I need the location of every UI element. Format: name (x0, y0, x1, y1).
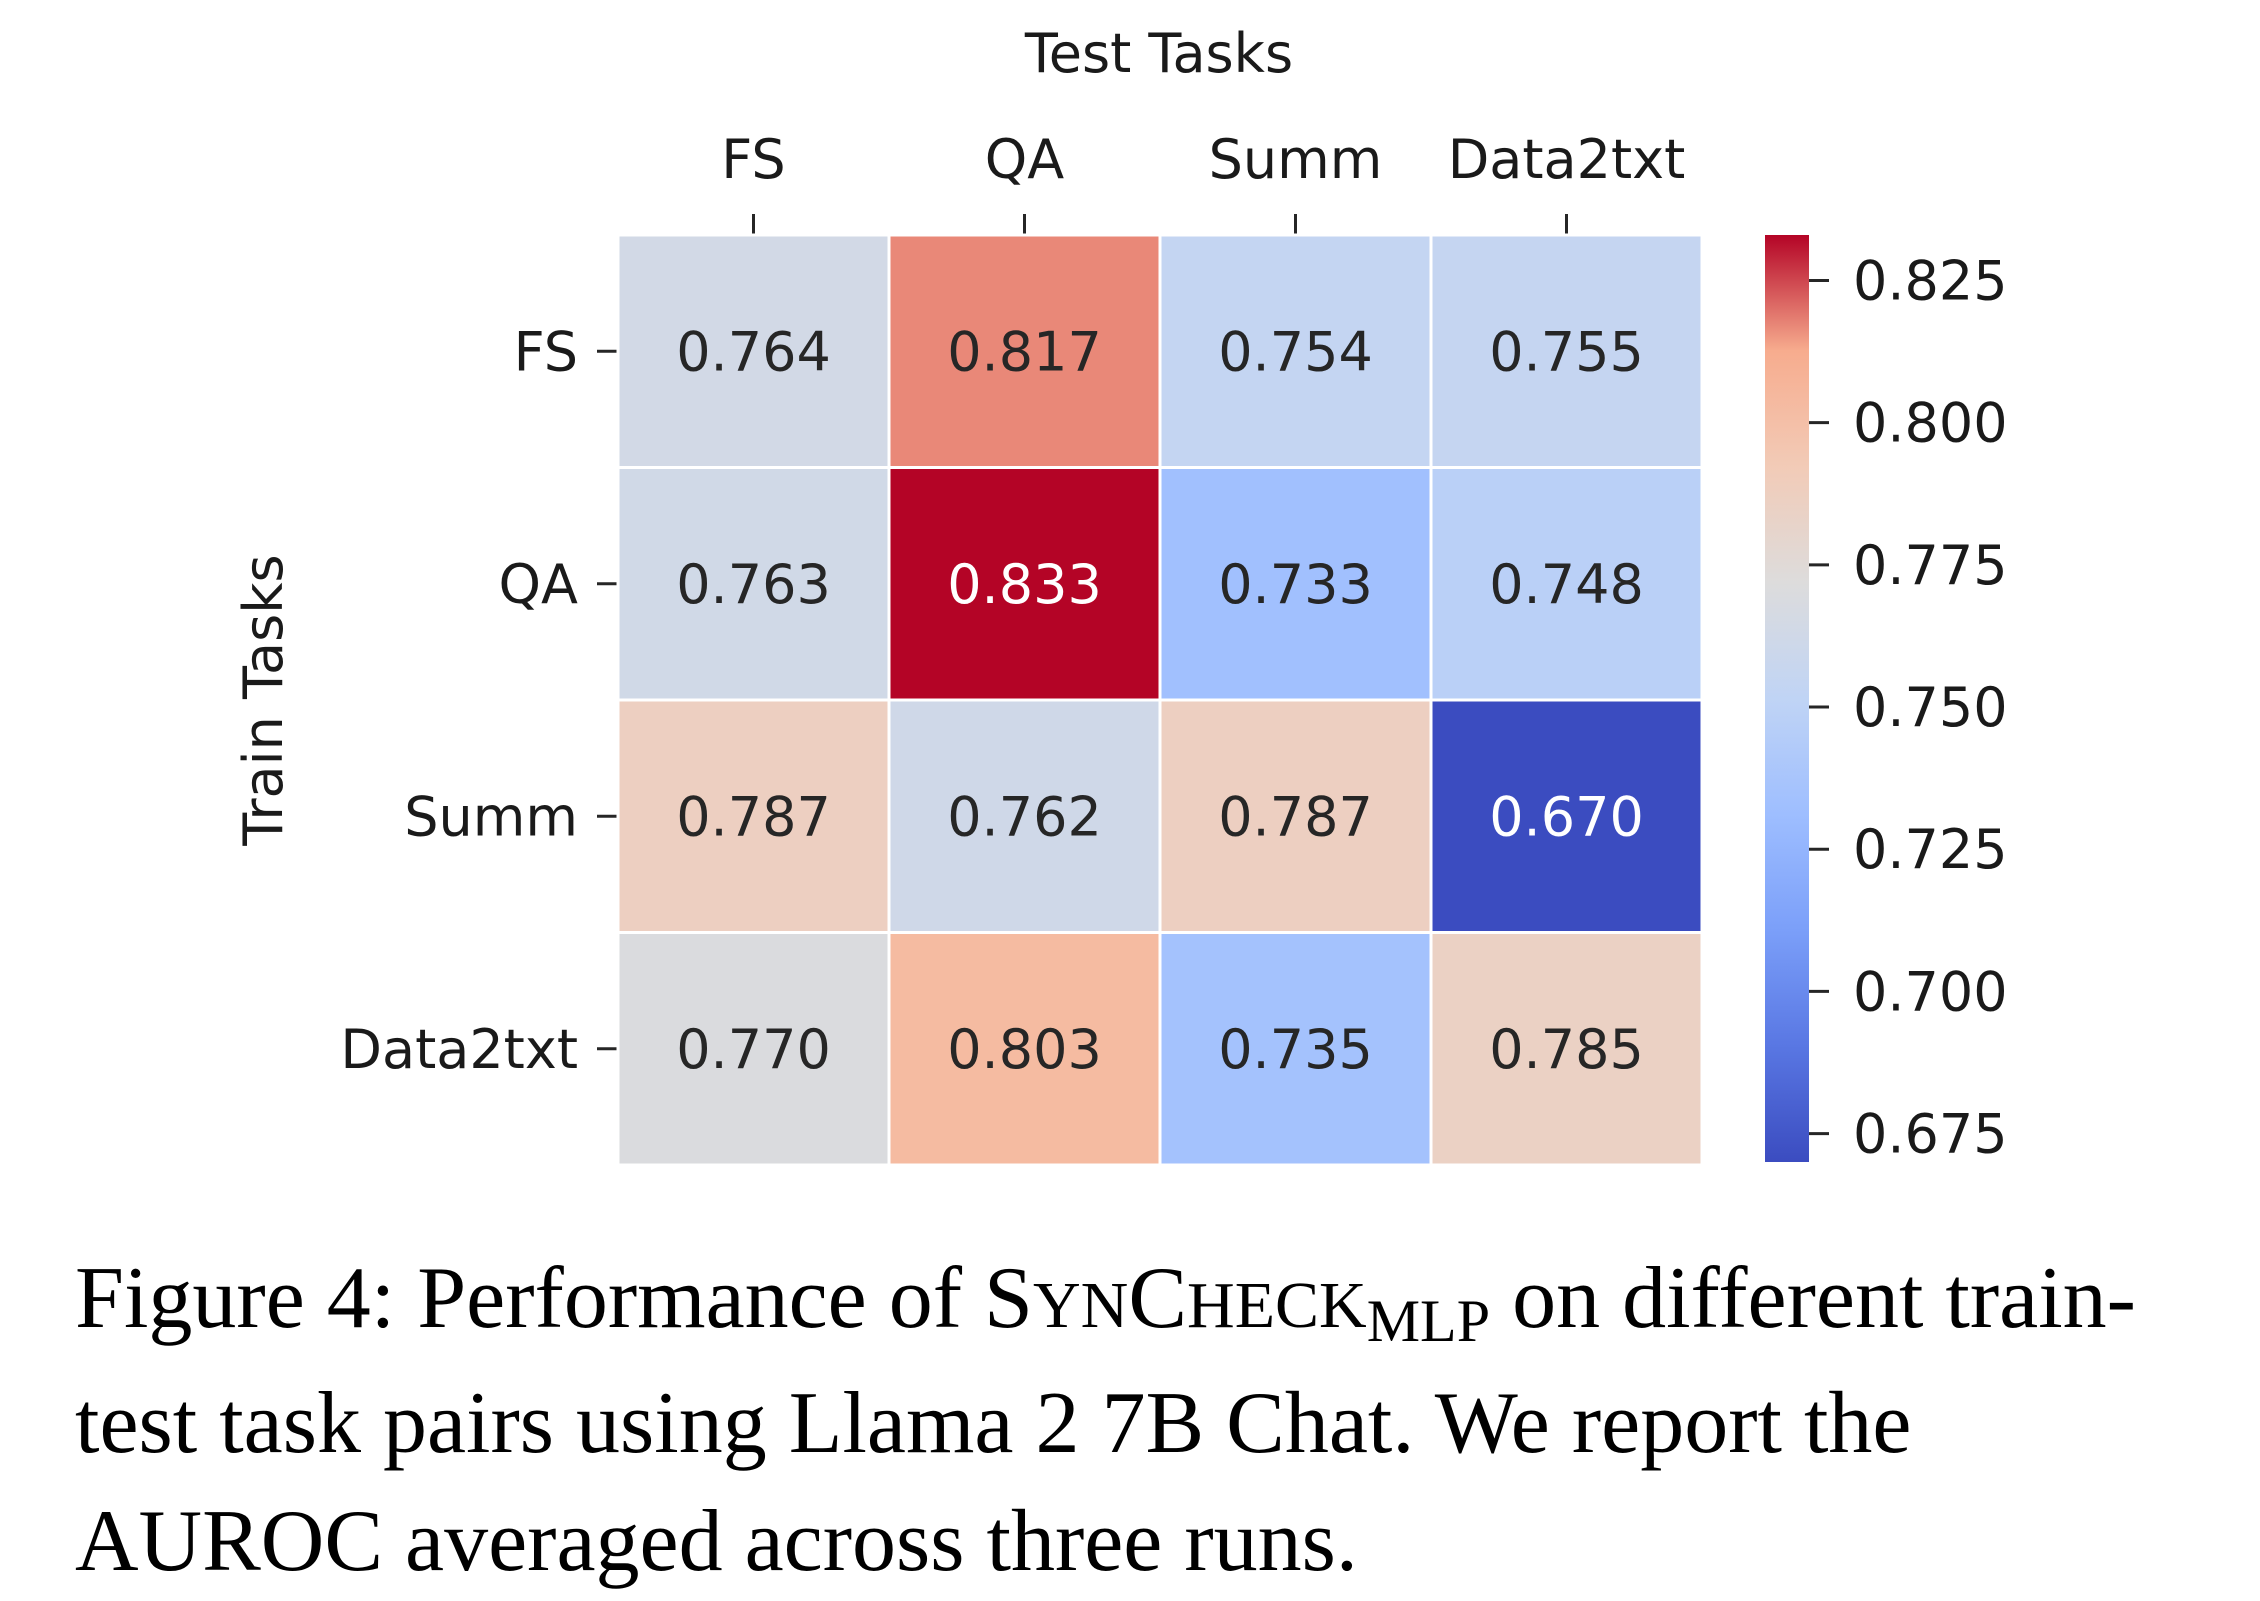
colorbar-tick-label: 0.750 (1853, 676, 2008, 739)
x-tick-label: QA (985, 128, 1065, 191)
heatmap-cell (1158, 466, 1433, 702)
heatmap-cell-labels: 0.764 0.817 0.754 0.755 0.763 0.833 0.733 0.748… (676, 320, 1644, 1081)
heatmap-cells (616, 233, 1704, 1167)
caption-method-yn: YN (1033, 1269, 1129, 1342)
heatmap-cell (887, 466, 1162, 702)
heatmap-cell-label: 0.803 (947, 1018, 1102, 1081)
heatmap-cell-label: 0.755 (1489, 320, 1644, 383)
heatmap-cell-label: 0.763 (676, 553, 831, 616)
heatmap-cell-label: 0.785 (1489, 1018, 1644, 1081)
heatmap-cell (1158, 931, 1433, 1167)
y-tick-group: FS QA Summ Data2txt (340, 320, 618, 1081)
heatmap-cell-label: 0.817 (947, 320, 1102, 383)
caption-method-c: C (1128, 1250, 1188, 1347)
x-tick-label: Summ (1209, 128, 1383, 191)
heatmap-cell (1429, 931, 1704, 1167)
heatmap-cell-label: 0.762 (947, 785, 1102, 848)
y-tick-label: FS (514, 320, 578, 383)
y-tick-label: Summ (404, 785, 578, 848)
colorbar-tick-label: 0.775 (1853, 534, 2008, 597)
y-tick-label: Data2txt (340, 1018, 578, 1081)
colorbar (1765, 235, 1809, 1162)
heatmap-cell (1429, 233, 1704, 469)
heatmap-cell-label: 0.735 (1218, 1018, 1373, 1081)
x-tick-label: FS (721, 128, 785, 191)
heatmap-cell-label: 0.748 (1489, 553, 1644, 616)
heatmap-cell (887, 233, 1162, 469)
colorbar-tick-label: 0.725 (1853, 818, 2008, 881)
caption-suffix: on different train-test task pairs using… (75, 1250, 2136, 1590)
heatmap-cell (887, 931, 1162, 1167)
x-tick-group: FS QA Summ Data2txt (721, 128, 1685, 235)
colorbar-tick-label: 0.675 (1853, 1103, 2008, 1166)
heatmap-cell-label: 0.764 (676, 320, 831, 383)
heatmap-cell-label: 0.833 (947, 553, 1102, 616)
x-tick-label: Data2txt (1448, 128, 1686, 191)
heatmap-cell (1429, 466, 1704, 702)
heatmap-cell-label: 0.770 (676, 1018, 831, 1081)
y-axis-title: Train Tasks (232, 554, 295, 846)
heatmap-cell-label: 0.787 (676, 785, 831, 848)
figure-caption: Figure 4: Performance of SYNCHECKMLP on … (75, 1240, 2215, 1601)
colorbar-tick-group: 0.675 0.700 0.725 0.750 0.775 0.800 0.825 (1809, 249, 2008, 1166)
x-axis-title: Test Tasks (1024, 22, 1293, 85)
heatmap-cell (1158, 698, 1433, 934)
caption-method-heck: HECK (1187, 1269, 1367, 1342)
caption-prefix: Figure 4: Performance of (75, 1250, 985, 1347)
caption-method-s: S (984, 1250, 1033, 1347)
heatmap-figure: Test Tasks Train Tasks FS QA Summ Data2txt … (232, 22, 2008, 1167)
caption-method-subscript: MLP (1366, 1288, 1491, 1354)
heatmap-cell-label: 0.754 (1218, 320, 1373, 383)
heatmap-cell-label: 0.787 (1218, 785, 1373, 848)
colorbar-tick-label: 0.800 (1853, 392, 2008, 455)
heatmap-cell-label: 0.733 (1218, 553, 1373, 616)
colorbar-tick-label: 0.700 (1853, 960, 2008, 1023)
heatmap-cell (616, 233, 891, 469)
heatmap-cell (616, 931, 891, 1167)
y-tick-label: QA (499, 553, 579, 616)
colorbar-tick-label: 0.825 (1853, 249, 2008, 312)
heatmap-cell-label: 0.670 (1489, 785, 1644, 848)
heatmap-cell (1429, 698, 1704, 934)
